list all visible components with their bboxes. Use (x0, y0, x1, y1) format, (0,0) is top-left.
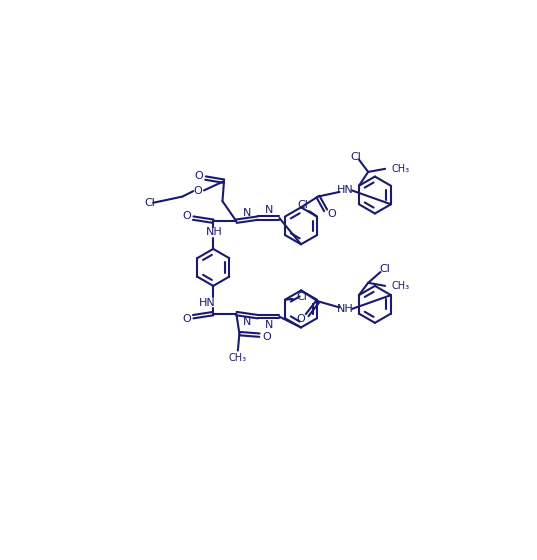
Text: O: O (262, 333, 271, 343)
Text: HN: HN (337, 185, 354, 195)
Text: Cl: Cl (144, 198, 156, 208)
Text: Cl: Cl (351, 152, 361, 161)
Text: Cl: Cl (296, 292, 307, 302)
Text: N: N (243, 208, 251, 218)
Text: CH₃: CH₃ (391, 281, 409, 291)
Text: CH₃: CH₃ (228, 353, 246, 363)
Text: N: N (243, 317, 251, 327)
Text: O: O (182, 314, 191, 324)
Text: HN: HN (199, 298, 215, 308)
Text: O: O (296, 314, 306, 324)
Text: CH₃: CH₃ (391, 164, 409, 174)
Text: N: N (265, 320, 273, 330)
Text: Cl: Cl (297, 200, 308, 210)
Text: NH: NH (337, 304, 354, 314)
Text: O: O (182, 211, 191, 221)
Text: O: O (194, 171, 203, 181)
Text: N: N (265, 204, 273, 214)
Text: NH: NH (206, 227, 222, 237)
Text: O: O (193, 186, 202, 196)
Text: O: O (328, 209, 336, 220)
Text: Cl: Cl (380, 264, 390, 274)
